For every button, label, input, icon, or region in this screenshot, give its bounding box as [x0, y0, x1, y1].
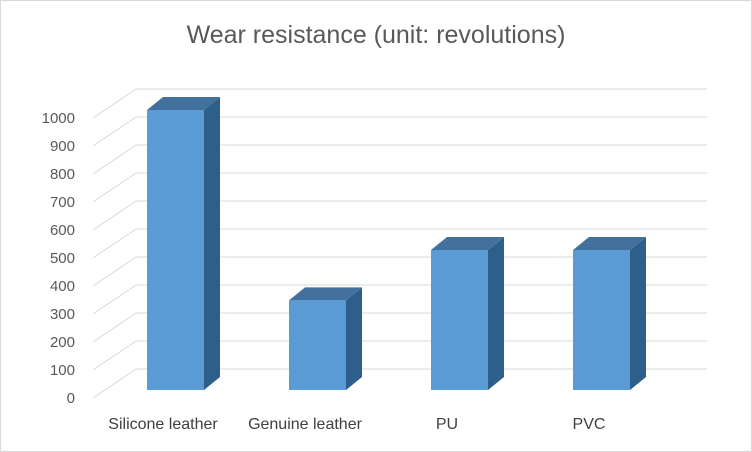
grid-line — [92, 200, 707, 231]
grid-line — [92, 88, 707, 119]
x-category-label: Silicone leather — [108, 416, 218, 433]
y-tick-label: 600 — [50, 222, 75, 239]
bar-top — [147, 97, 220, 110]
bar-side — [488, 237, 504, 390]
y-tick-label: 400 — [50, 278, 75, 295]
y-tick-label: 800 — [50, 166, 75, 183]
grid-line — [92, 284, 707, 315]
bar-side — [204, 97, 220, 390]
y-tick-label: 200 — [50, 334, 75, 351]
y-tick-label: 500 — [50, 250, 75, 267]
x-category-label: PVC — [573, 416, 606, 433]
y-tick-label: 700 — [50, 194, 75, 211]
bar-front — [289, 300, 346, 390]
x-axis-categories: Silicone leather Genuine leather PU PVC — [108, 416, 605, 433]
bar-top — [431, 237, 504, 250]
grid-line — [92, 368, 707, 399]
bars — [147, 97, 646, 390]
grid-line — [92, 116, 707, 147]
x-category-label: Genuine leather — [248, 416, 363, 433]
grid-lines — [92, 88, 707, 399]
y-tick-label: 300 — [50, 306, 75, 323]
bar-front — [431, 250, 488, 390]
bar — [147, 97, 220, 390]
bar-front — [147, 110, 204, 390]
bar — [431, 237, 504, 390]
x-category-label: PU — [436, 416, 458, 433]
grid-line — [92, 312, 707, 343]
grid-line — [92, 228, 707, 259]
bar — [573, 237, 646, 390]
y-tick-label: 100 — [50, 362, 75, 379]
y-tick-label: 0 — [67, 390, 75, 407]
grid-line — [92, 172, 707, 203]
grid-line — [92, 340, 707, 371]
grid-line — [92, 256, 707, 287]
y-axis-ticks: 0 100 200 300 400 500 600 700 800 900 1000 — [42, 110, 75, 407]
grid-line — [92, 144, 707, 175]
bar-top — [289, 287, 362, 301]
bar — [289, 287, 362, 390]
bar-side — [630, 237, 646, 390]
bar-front — [573, 250, 630, 390]
chart-title: Wear resistance (unit: revolutions) — [186, 21, 566, 49]
y-tick-label: 900 — [50, 138, 75, 155]
y-tick-label: 1000 — [42, 110, 75, 127]
bar-top — [573, 237, 646, 250]
bar-side — [346, 287, 362, 390]
